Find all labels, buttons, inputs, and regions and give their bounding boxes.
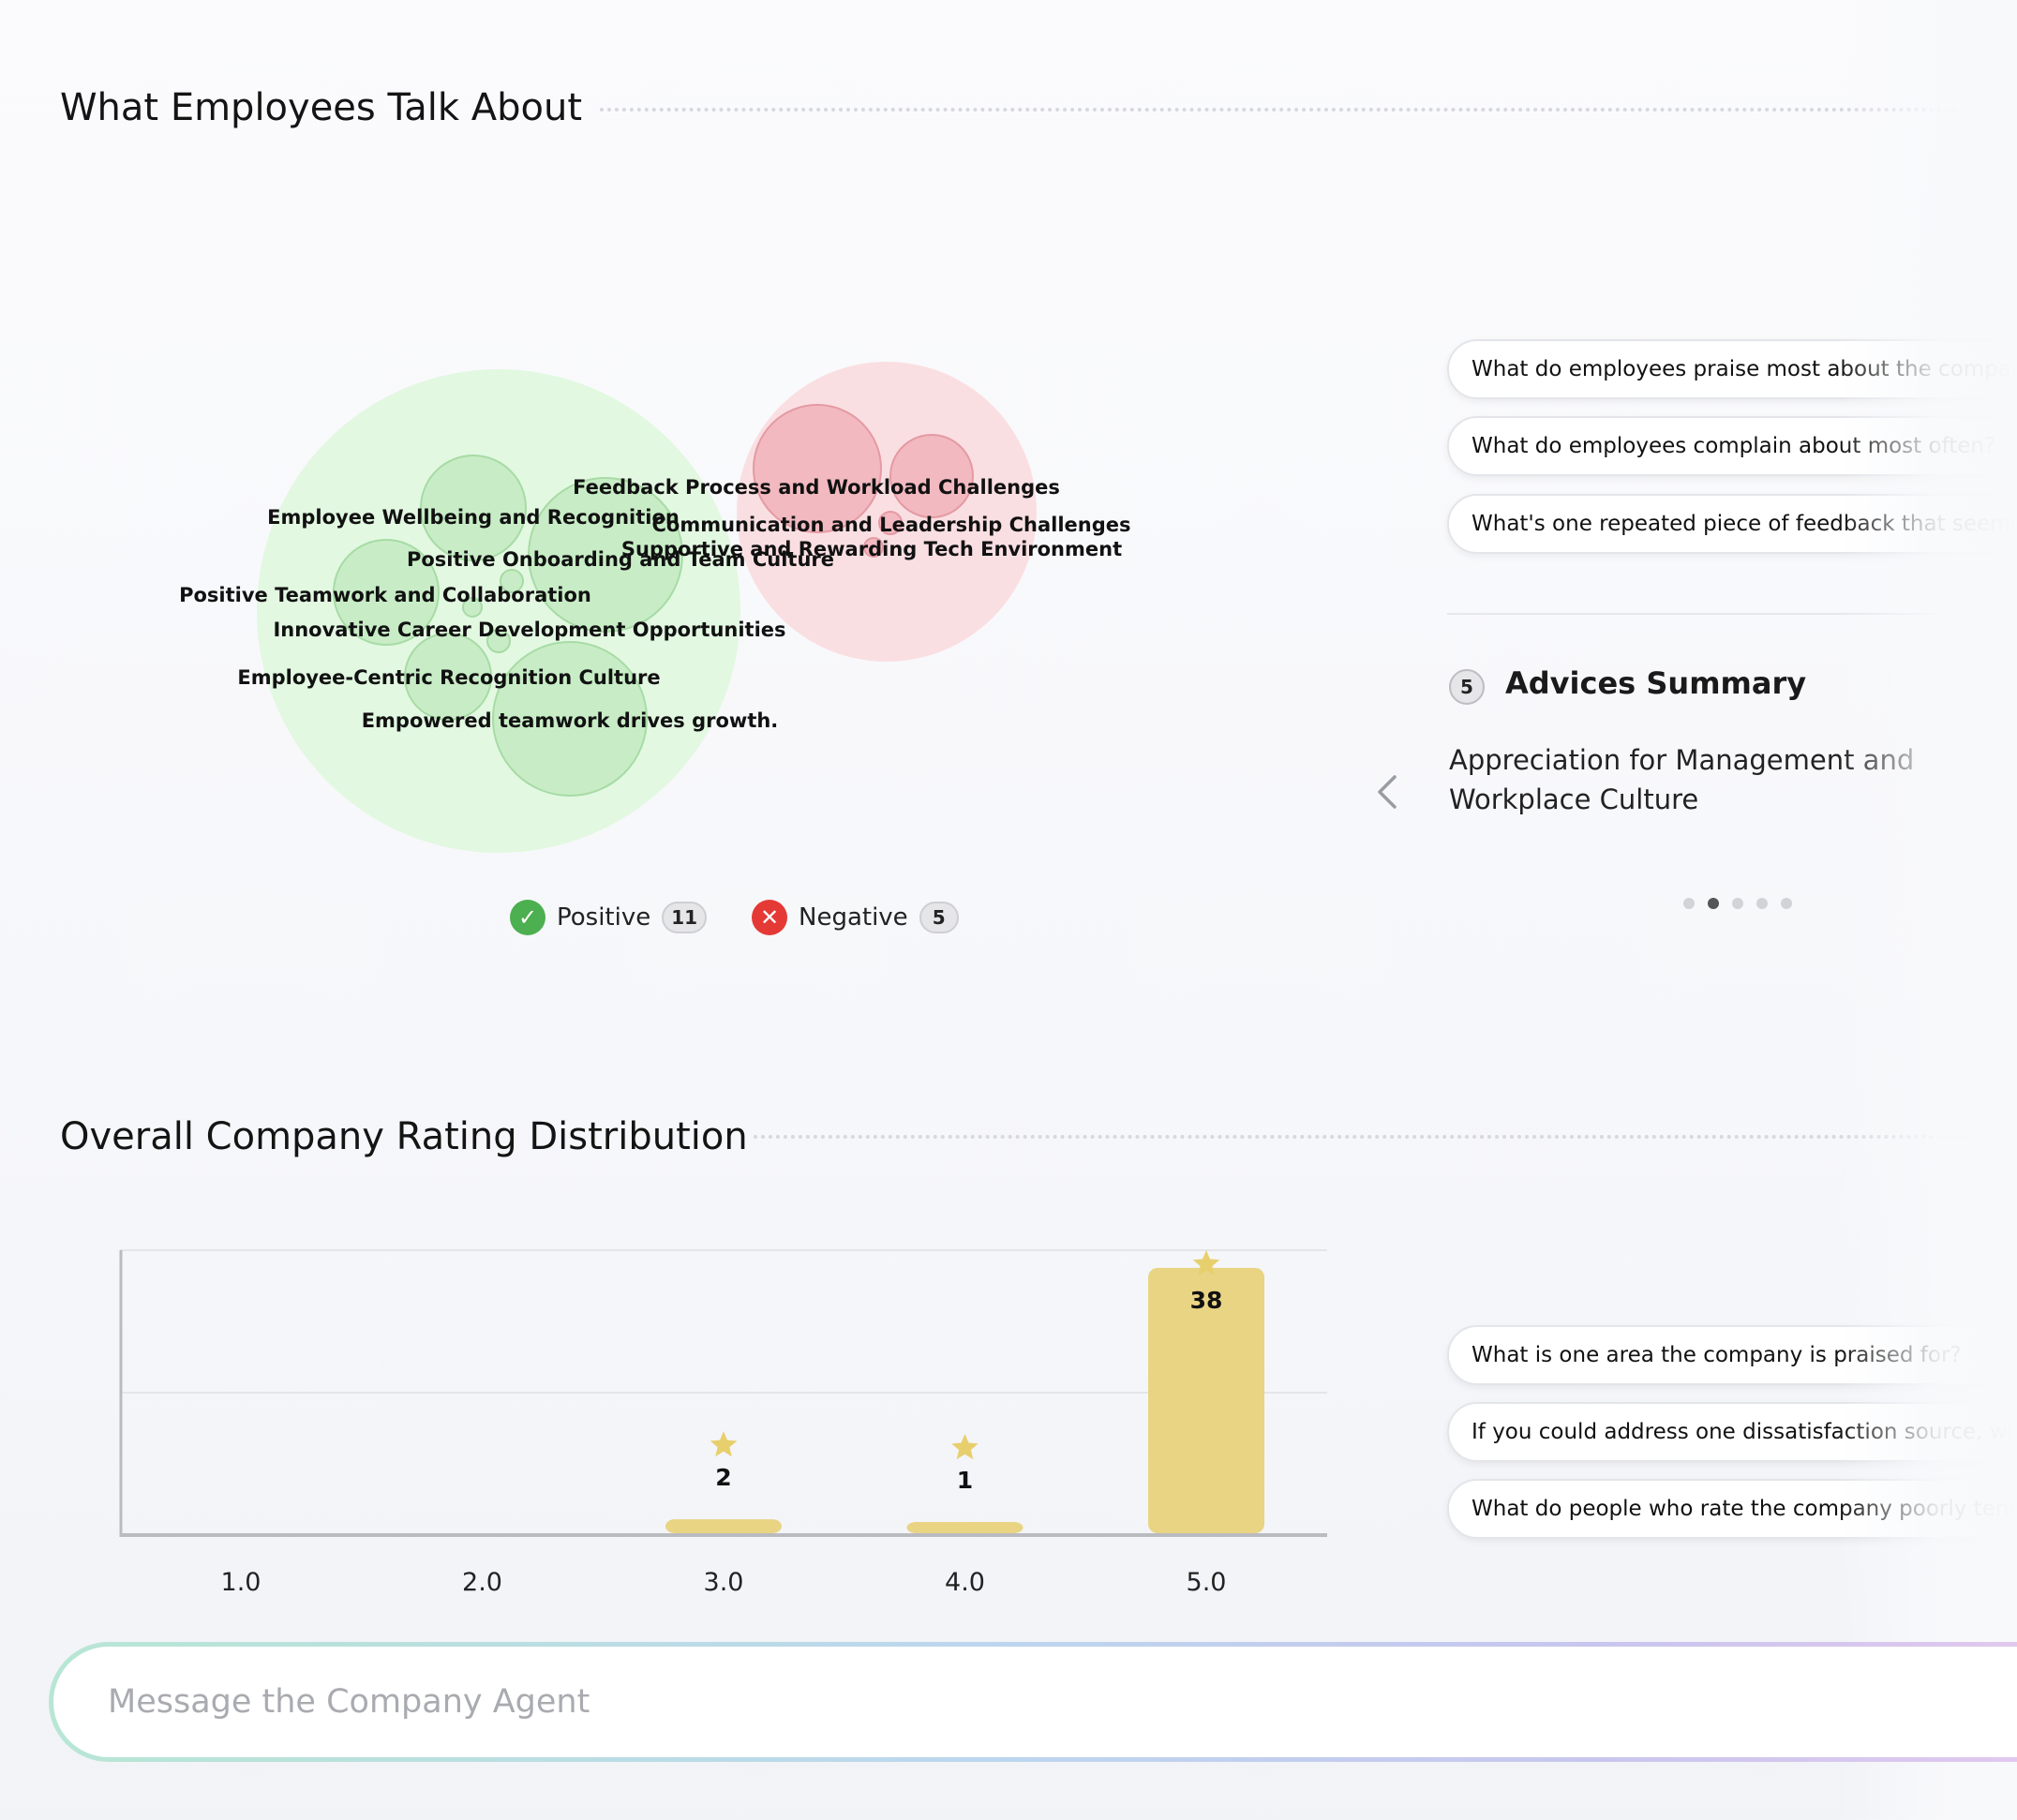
topic-bubble[interactable] <box>404 633 492 721</box>
star-icon <box>710 1431 738 1457</box>
bar-value-label: 38 <box>1190 1287 1223 1314</box>
suggested-question[interactable]: What is one area the company is praised … <box>1447 1325 2017 1385</box>
topic-bubble[interactable] <box>420 455 527 561</box>
negative-count-badge: 5 <box>919 902 959 933</box>
panel-divider <box>1447 613 2017 615</box>
suggested-question[interactable]: What's one repeated piece of feedback th… <box>1447 494 2017 554</box>
legend-positive[interactable]: ✓ Positive 11 <box>510 900 708 935</box>
topic-bubble-chart: Feedback Process and Workload Challenges… <box>179 362 1131 853</box>
carousel-dot-active[interactable] <box>1708 898 1719 909</box>
chat-input-box[interactable] <box>53 1647 2017 1757</box>
topic-label: Communication and Leadership Challenges <box>651 514 1130 536</box>
carousel-dot[interactable] <box>1683 898 1695 909</box>
rating-section-title: Overall Company Rating Distribution <box>60 1115 748 1158</box>
topic-bubble[interactable] <box>333 539 440 646</box>
carousel-dot[interactable] <box>1781 898 1792 909</box>
x-tick-label: 1.0 <box>221 1568 261 1597</box>
title-divider <box>754 1135 2017 1139</box>
topic-bubble[interactable] <box>863 537 884 558</box>
topic-label: Innovative Career Development Opportunit… <box>273 619 785 641</box>
check-circle-icon: ✓ <box>510 900 545 935</box>
topic-label: Employee-Centric Recognition Culture <box>237 666 660 689</box>
rating-bar-chart: 1.0 2.0 3.0 2 4.0 1 5.0 38 <box>119 1249 1327 1597</box>
topic-bubble[interactable] <box>500 569 524 593</box>
advice-text: Appreciation for Management and Workplac… <box>1449 744 1915 815</box>
chevron-left-icon[interactable] <box>1374 774 1400 810</box>
topic-label: Employee Wellbeing and Recognition <box>267 506 680 529</box>
positive-count-badge: 11 <box>662 902 708 933</box>
suggested-question[interactable]: If you could address one dissatisfaction… <box>1447 1402 2017 1462</box>
carousel-pagination <box>1683 898 1792 909</box>
topic-bubble[interactable] <box>528 477 683 633</box>
chat-input-container <box>49 1642 2017 1762</box>
topic-bubble[interactable] <box>486 629 511 653</box>
topic-bubble[interactable] <box>492 641 648 797</box>
bar[interactable] <box>1148 1267 1264 1533</box>
topic-label: Positive Teamwork and Collaboration <box>179 584 591 606</box>
x-tick-label: 3.0 <box>704 1568 744 1597</box>
star-icon <box>951 1434 979 1460</box>
title-divider <box>600 108 2017 112</box>
advices-count-badge: 5 <box>1449 669 1485 705</box>
topics-section-title: What Employees Talk About <box>60 86 583 129</box>
carousel-dot[interactable] <box>1756 898 1768 909</box>
bar-value-label: 2 <box>715 1464 731 1491</box>
topic-bubble[interactable] <box>889 434 974 518</box>
topic-label: Positive Onboarding and Team Culture <box>407 548 834 571</box>
bar-value-label: 1 <box>957 1467 973 1494</box>
x-circle-icon: ✕ <box>752 900 787 935</box>
chat-message-input[interactable] <box>108 1683 1701 1721</box>
legend-positive-label: Positive <box>557 903 651 932</box>
suggested-question[interactable]: What do employees complain about most of… <box>1447 416 2017 476</box>
bar[interactable] <box>665 1519 782 1533</box>
x-tick-label: 5.0 <box>1187 1568 1227 1597</box>
topic-label: Empowered teamwork drives growth. <box>362 709 779 732</box>
topic-label: Feedback Process and Workload Challenges <box>573 476 1060 499</box>
x-tick-label: 2.0 <box>462 1568 502 1597</box>
legend-negative-label: Negative <box>799 903 908 932</box>
advices-title: Advices Summary <box>1505 665 1807 701</box>
legend-negative[interactable]: ✕ Negative 5 <box>752 900 959 935</box>
suggested-question[interactable]: What do employees praise most about the … <box>1447 339 2017 399</box>
topic-label: Supportive and Rewarding Tech Environmen… <box>621 538 1122 560</box>
suggested-question[interactable]: What do people who rate the company poor… <box>1447 1479 2017 1539</box>
x-tick-label: 4.0 <box>945 1568 985 1597</box>
carousel-dot[interactable] <box>1732 898 1743 909</box>
star-icon <box>1192 1249 1220 1275</box>
topic-bubble[interactable] <box>878 511 903 535</box>
topic-bubble[interactable] <box>462 597 483 618</box>
topic-bubble[interactable] <box>753 404 882 533</box>
right-edge-fade <box>1839 0 2017 1820</box>
bar[interactable] <box>906 1522 1023 1533</box>
